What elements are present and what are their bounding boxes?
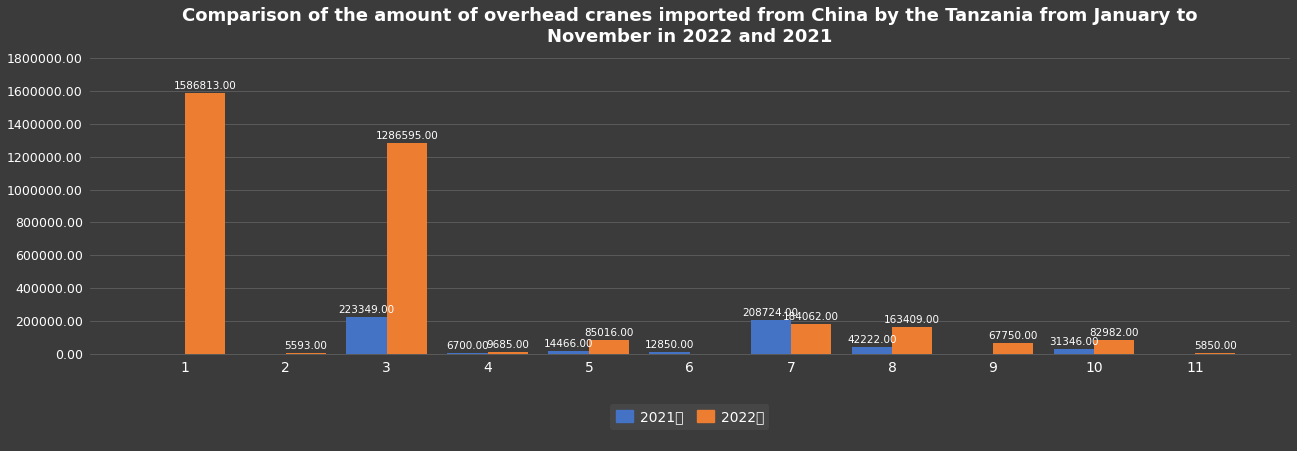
Bar bbox=[488, 352, 528, 354]
Text: 5593.00: 5593.00 bbox=[284, 341, 327, 351]
Bar bbox=[346, 317, 387, 354]
Bar bbox=[184, 93, 226, 354]
Bar bbox=[892, 327, 933, 354]
Text: 14466.00: 14466.00 bbox=[543, 340, 594, 350]
Bar bbox=[589, 340, 629, 354]
Bar bbox=[650, 352, 690, 354]
Bar bbox=[447, 353, 488, 354]
Legend: 2021年, 2022年: 2021年, 2022年 bbox=[611, 405, 769, 429]
Bar bbox=[852, 347, 892, 354]
Text: 223349.00: 223349.00 bbox=[339, 305, 394, 315]
Text: 5850.00: 5850.00 bbox=[1195, 341, 1236, 351]
Text: 1586813.00: 1586813.00 bbox=[174, 82, 236, 92]
Text: 163409.00: 163409.00 bbox=[885, 315, 940, 325]
Bar bbox=[1195, 353, 1236, 354]
Bar bbox=[1095, 340, 1135, 354]
Text: 82982.00: 82982.00 bbox=[1089, 328, 1139, 338]
Bar bbox=[994, 343, 1034, 354]
Text: 184062.00: 184062.00 bbox=[783, 312, 839, 322]
Text: 85016.00: 85016.00 bbox=[585, 328, 634, 338]
Text: 12850.00: 12850.00 bbox=[645, 340, 694, 350]
Text: 31346.00: 31346.00 bbox=[1049, 336, 1099, 347]
Bar bbox=[751, 319, 791, 354]
Text: 6700.00: 6700.00 bbox=[446, 341, 489, 351]
Text: 67750.00: 67750.00 bbox=[988, 331, 1038, 341]
Bar bbox=[549, 351, 589, 354]
Bar bbox=[285, 353, 326, 354]
Title: Comparison of the amount of overhead cranes imported from China by the Tanzania : Comparison of the amount of overhead cra… bbox=[182, 7, 1197, 46]
Text: 42222.00: 42222.00 bbox=[847, 335, 896, 345]
Bar bbox=[387, 143, 427, 354]
Bar bbox=[791, 323, 831, 354]
Text: 208724.00: 208724.00 bbox=[743, 308, 799, 318]
Bar bbox=[1053, 349, 1095, 354]
Text: 9685.00: 9685.00 bbox=[486, 340, 529, 350]
Text: 1286595.00: 1286595.00 bbox=[376, 131, 438, 141]
